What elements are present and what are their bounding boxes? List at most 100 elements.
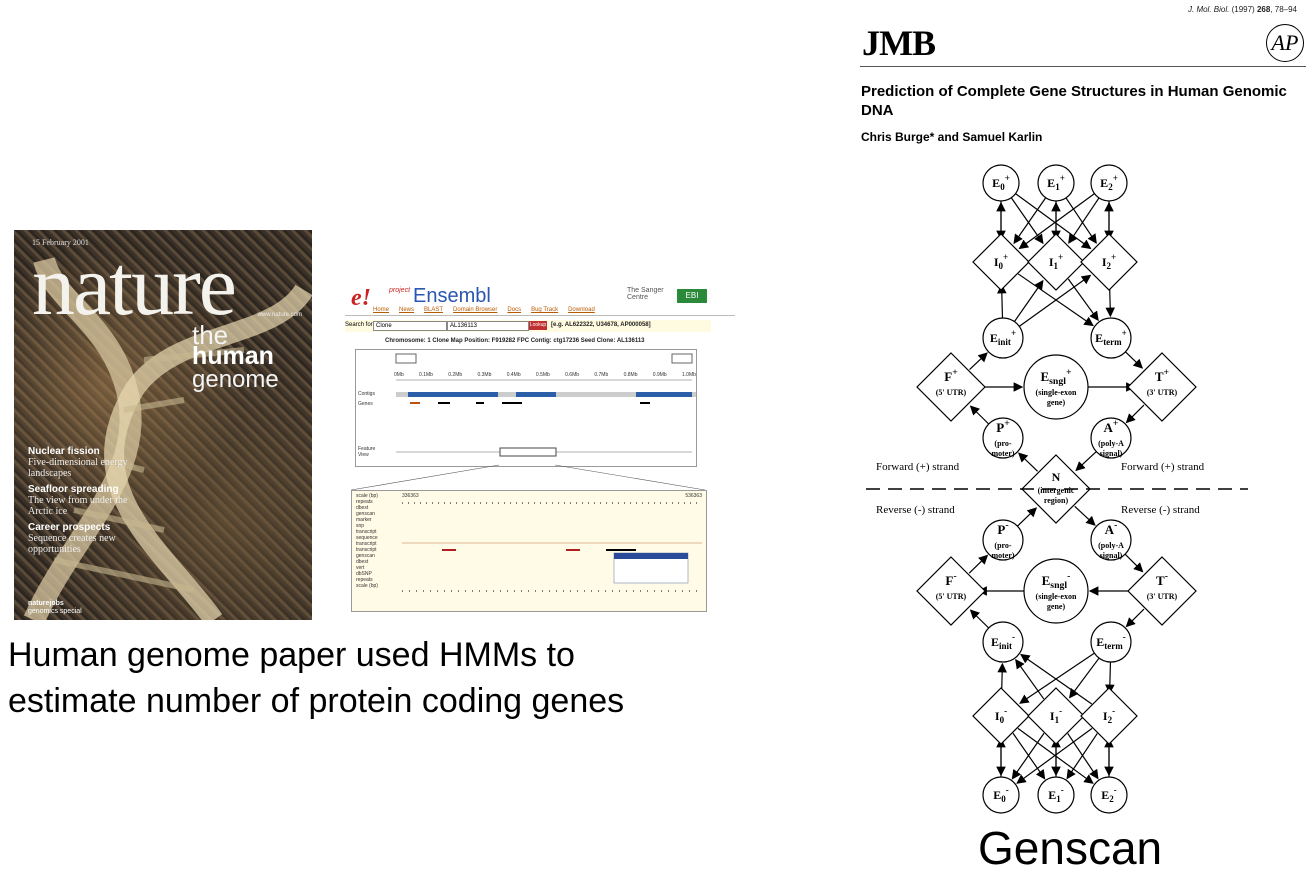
transition-arrow: [1067, 278, 1099, 322]
state-node-Etermm: [1090, 621, 1132, 663]
state-sublabel: (5' UTR): [936, 592, 967, 601]
range-end: 536363: [685, 493, 702, 499]
coverline: Nuclear fission Five-dimensional energy l…: [28, 446, 128, 479]
state-label: E0+: [992, 173, 1010, 192]
nav-news: News: [399, 307, 415, 313]
transition-arrow: [1065, 197, 1097, 244]
state-label: E1-: [1048, 785, 1064, 804]
state-node-E2p: [1090, 164, 1128, 202]
track-label: scale (bp): [356, 493, 378, 499]
nature-masthead: nature: [32, 237, 237, 333]
ensembl-title: Ensembl: [413, 285, 491, 307]
state-label: A+: [1104, 418, 1119, 435]
scale-tick: 0.1Mb: [419, 372, 433, 378]
nav-home: Home: [373, 307, 390, 313]
ensembl-nav: Home News BLAST Domain Browser Docs Bug …: [345, 307, 735, 316]
scale-tick: 0.4Mb: [506, 372, 521, 378]
scale-tick: 1.0Mb: [682, 372, 696, 378]
state-label: I2-: [1103, 706, 1115, 725]
search-type-select: Clone: [373, 321, 447, 331]
transition-arrow: [1125, 351, 1144, 369]
scale-tick: 0.2Mb: [448, 372, 463, 378]
state-sublabel: (pro-: [994, 439, 1012, 448]
state-label: Esngl-: [1042, 571, 1071, 591]
transition-arrow: [1018, 193, 1095, 250]
state-node-I1m: [1027, 687, 1085, 745]
state-node-E1p: [1037, 164, 1075, 202]
transition-arrow: [1018, 274, 1092, 327]
cover-footer: naturejobs genomics special: [28, 600, 82, 615]
scale-tick: 0.7Mb: [594, 372, 609, 378]
coverline: Seafloor spreading The view from under th…: [28, 484, 128, 517]
state-label: Esngl+: [1040, 367, 1071, 387]
track-label: dbest: [356, 505, 369, 511]
state-node-I1p: [1027, 233, 1085, 291]
journal-logo: JMB: [862, 23, 936, 63]
state-sublabel: gene): [1047, 602, 1066, 611]
state-node-Fp: [916, 352, 986, 422]
state-node-Fm: [916, 556, 986, 626]
range-start: 336363: [402, 493, 419, 499]
coverline: Career prospects Sequence creates new opp…: [28, 522, 116, 555]
transition-arrow: [1015, 193, 1092, 250]
state-node-Tp: [1127, 352, 1197, 422]
state-sublabel: signal): [1100, 449, 1123, 458]
nav-download: Download: [568, 307, 595, 313]
state-node-I2p: [1080, 233, 1138, 291]
ebi-logo: EBI: [677, 289, 707, 303]
detail-view-panel: scale (bp) repeats dbest genscan marker …: [351, 490, 707, 612]
state-node-I0m: [972, 687, 1030, 745]
state-label: P-: [997, 520, 1008, 537]
scale-tick: 0.8Mb: [623, 372, 638, 378]
state-sublabel: (3' UTR): [1147, 388, 1178, 397]
transition-arrow: [1017, 273, 1094, 327]
transition-arrow: [969, 609, 990, 629]
state-label: E2+: [1100, 173, 1118, 192]
state-node-Pm: [982, 519, 1024, 561]
genscan-label: Genscan: [978, 822, 1163, 874]
dna-helix-graphic: [23, 256, 312, 620]
nav-bug-track: Bug Track: [531, 307, 559, 313]
contig-view-panel: 0Mb 0.1Mb 0.2Mb 0.3Mb 0.4Mb 0.5Mb 0.6Mb …: [355, 349, 697, 467]
state-node-I0p: [972, 233, 1030, 291]
track-label: vert: [356, 565, 365, 571]
transition-arrow: [1013, 197, 1047, 245]
track-label: sequence: [356, 535, 378, 541]
state-label: Einit+: [990, 328, 1016, 347]
state-label: I2+: [1102, 252, 1116, 271]
track-label: scale (bp): [356, 583, 378, 589]
search-label: Search for: [345, 322, 373, 328]
cover-headline-genome: genome: [192, 366, 279, 393]
zoom-lines: [350, 464, 706, 491]
transition-arrow: [1010, 197, 1044, 245]
state-sublabel: (5' UTR): [936, 388, 967, 397]
scale-tick: 0.9Mb: [652, 372, 667, 378]
state-sublabel: region): [1044, 496, 1069, 505]
state-sublabel: (poly-A: [1098, 541, 1124, 550]
transition-arrow: [1068, 197, 1100, 244]
search-input: AL136113: [447, 321, 529, 331]
track-label: transcript: [356, 547, 377, 553]
state-node-Einitm: [982, 621, 1024, 663]
state-label: Einit-: [991, 632, 1015, 651]
clone-info: Chromosome: 1 Clone Map Position: F91928…: [385, 338, 645, 344]
state-label: I1-: [1050, 706, 1062, 725]
state-node-Pp: [982, 417, 1024, 459]
state-label: P+: [996, 418, 1010, 435]
state-label: I0+: [994, 252, 1008, 271]
transition-arrow: [968, 554, 989, 574]
state-label: T-: [1156, 571, 1168, 588]
track-label: Genes: [358, 401, 373, 407]
transition-arrow: [997, 283, 1007, 319]
state-label: A-: [1105, 520, 1118, 537]
transition-arrow: [1016, 727, 1093, 784]
search-example: [e.g. AL622322, U34678, AP000058]: [551, 322, 651, 328]
state-node-E0m: [982, 776, 1020, 814]
track-label: repeats: [356, 577, 373, 583]
strand-label: Forward (+) strand: [876, 461, 960, 473]
state-node-Esnglp: [1023, 354, 1089, 420]
state-sublabel: (intergenic: [1038, 486, 1075, 495]
track-label: snp: [356, 523, 365, 529]
state-label: E2-: [1101, 785, 1117, 804]
nav-domain-browser: Domain Browser: [453, 307, 498, 313]
